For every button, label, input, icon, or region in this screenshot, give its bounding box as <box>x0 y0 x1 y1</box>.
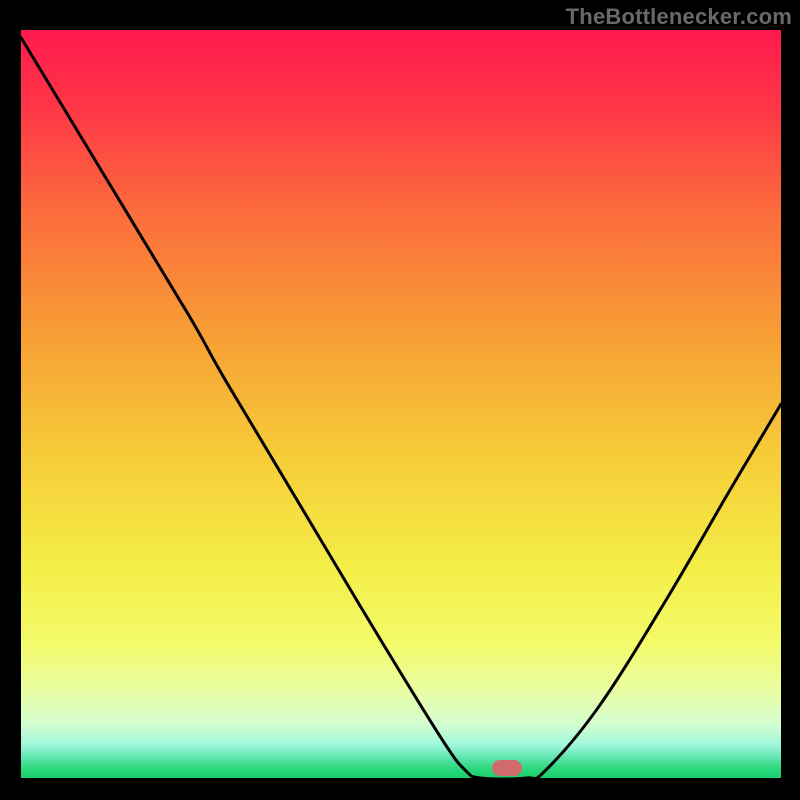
chart-frame: TheBottlenecker.com <box>0 0 800 800</box>
watermark-text: TheBottlenecker.com <box>566 4 792 30</box>
bottleneck-plot <box>0 0 800 800</box>
optimal-point-marker <box>492 760 522 776</box>
plot-background <box>21 30 781 778</box>
